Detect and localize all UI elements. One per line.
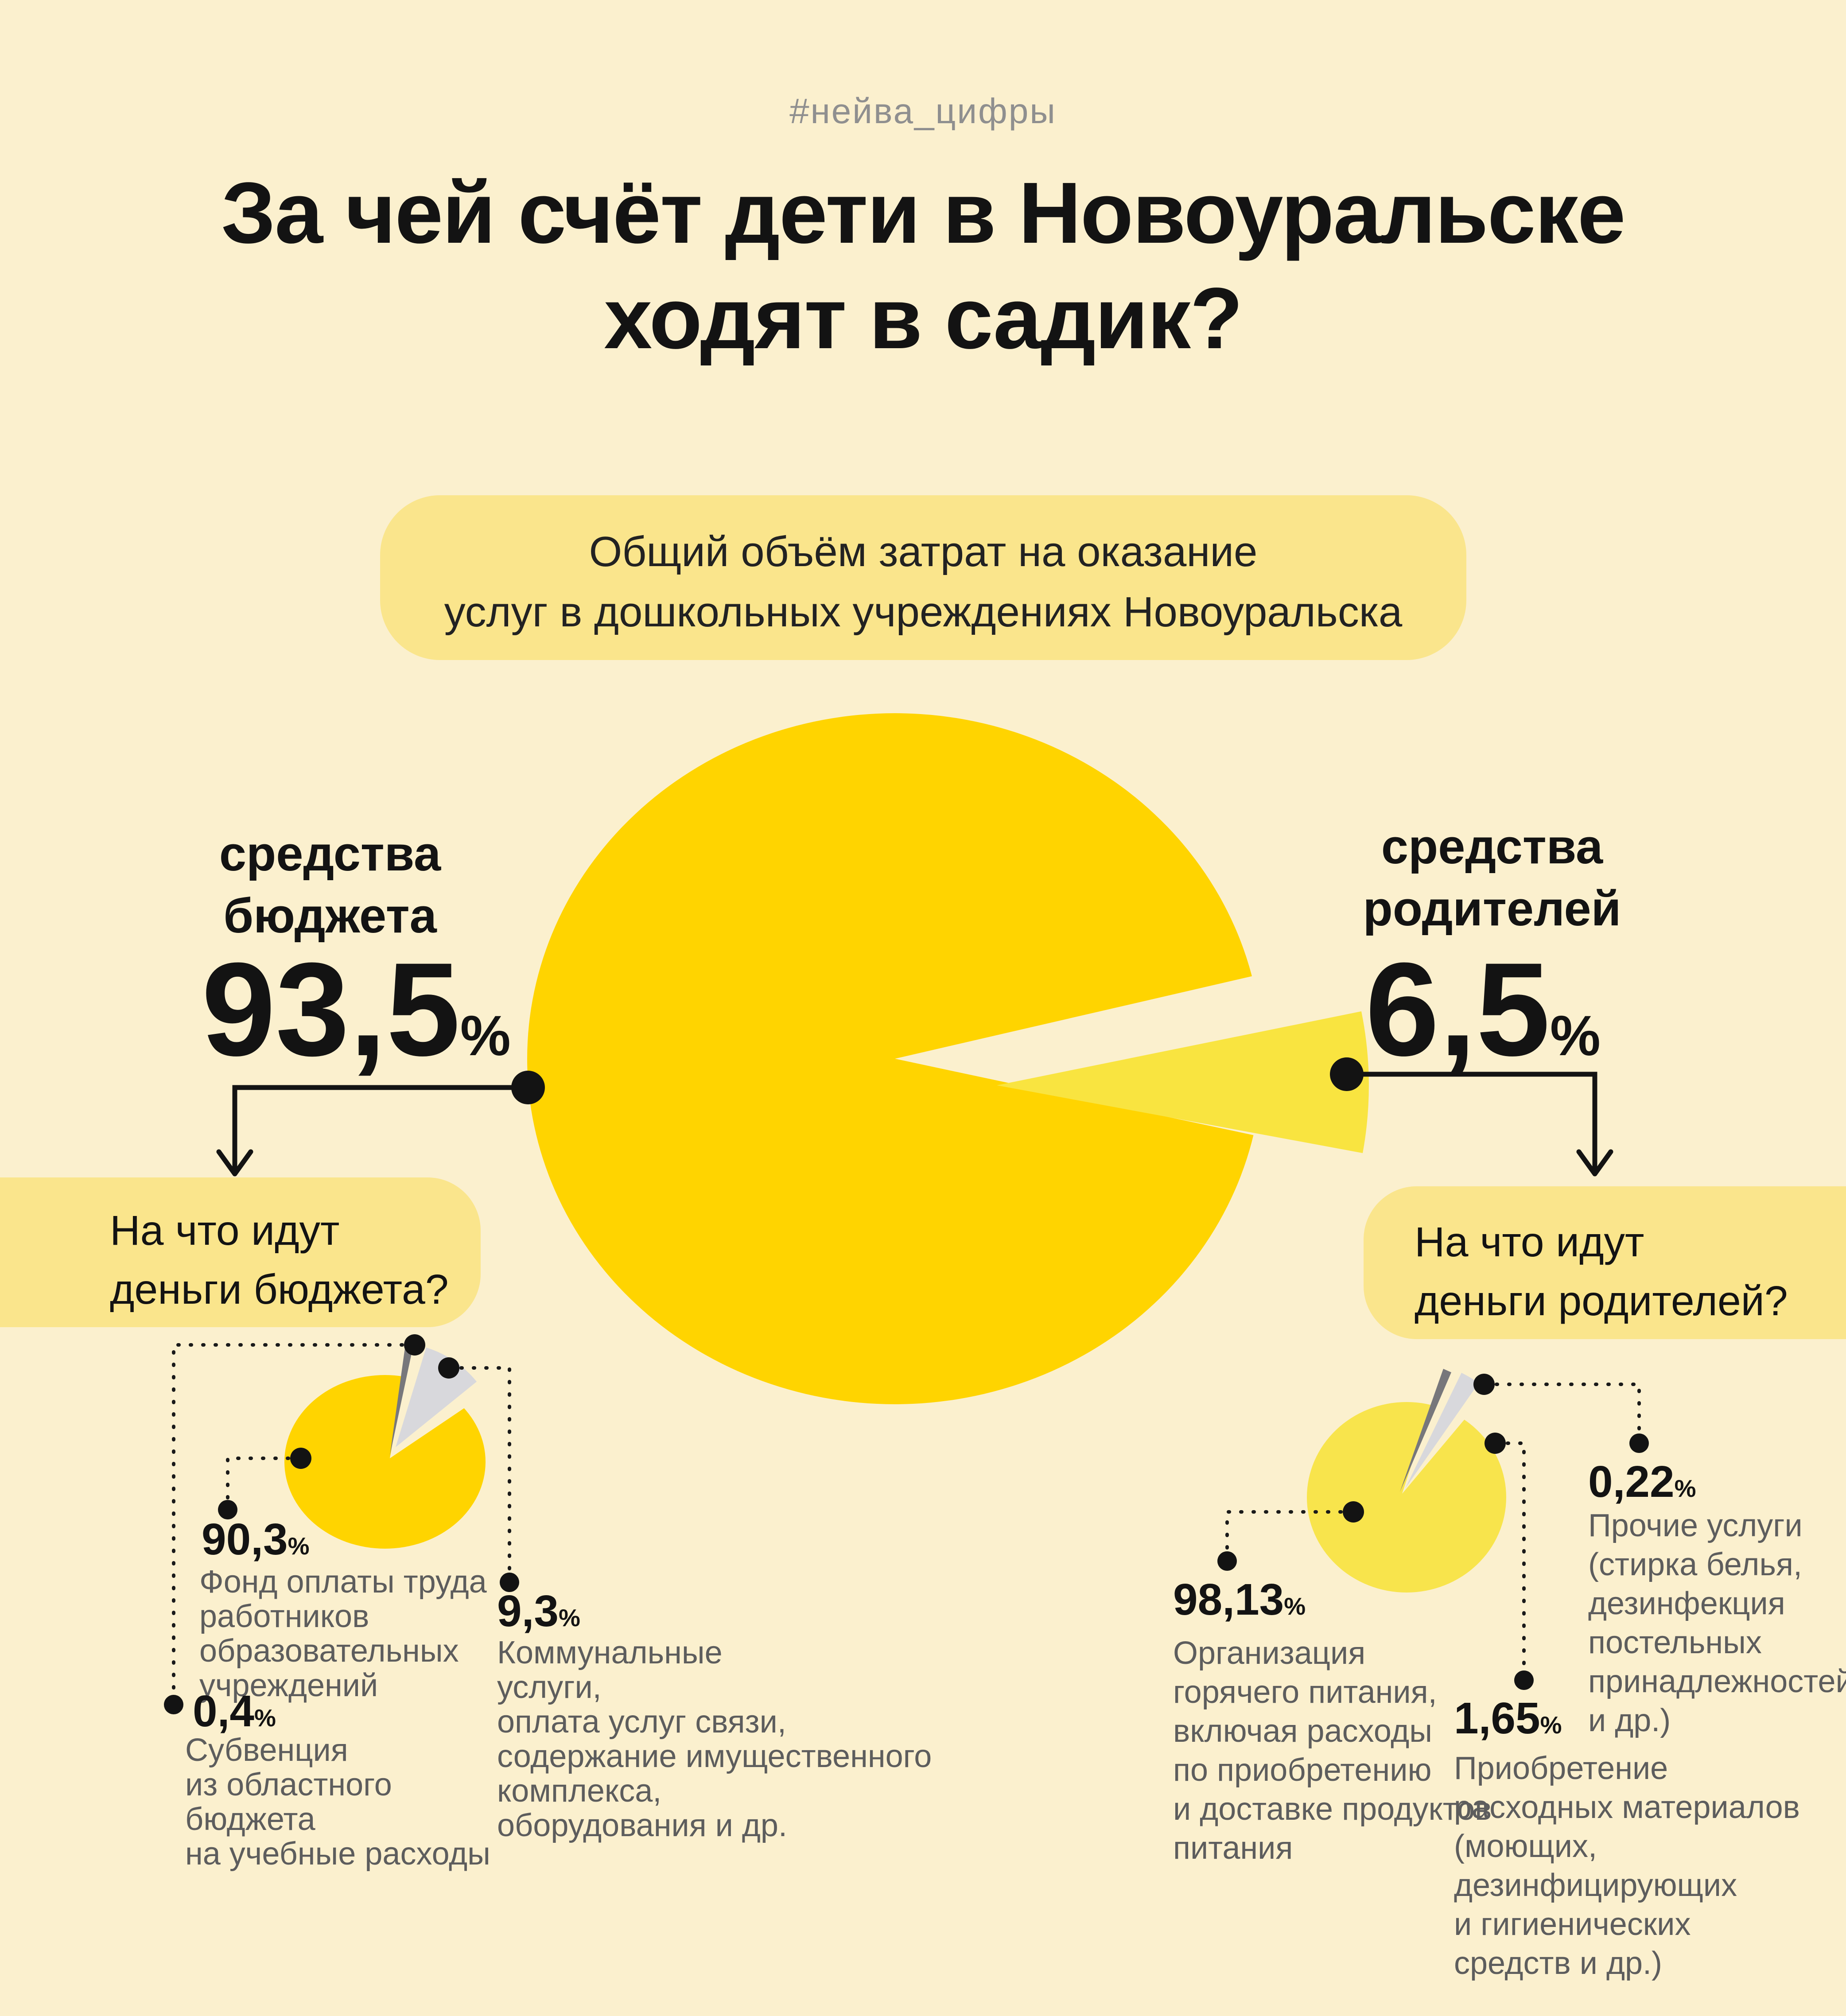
connector-022 [1482,1383,1641,1440]
label-0-4-text: Субвенция из областного бюджета на учебн… [185,1732,490,1872]
dot-04-pie [404,1334,425,1356]
label-0-22: 0,22% [1588,1457,1696,1507]
dot-022-pie [1473,1374,1495,1395]
percent-sign: % [1284,1593,1306,1620]
percent-sign: % [1674,1475,1696,1502]
budget-arrow-icon [216,1149,253,1177]
hashtag: #нейва_цифры [789,91,1057,131]
label-9-3: 9,3% [497,1586,580,1636]
parents-pie-slice-165 [1405,1373,1479,1488]
subtitle: Общий объём затрат на оказание услуг в д… [380,522,1466,642]
subtitle-line-1: Общий объём затрат на оказание [589,528,1258,575]
label-90-3-text: Фонд оплаты труда работников образовател… [199,1564,487,1703]
page-title: За чей счёт дети в Новоуральске ходят в … [0,160,1846,371]
dot-165-label [1514,1670,1534,1690]
budget-callout: На что идут деньги бюджета? [110,1207,449,1313]
dot-022-label [1629,1433,1649,1453]
budget-share-label: средства бюджета [219,827,441,943]
parents-arrow-icon [1576,1149,1613,1177]
dot-93-label [500,1573,519,1592]
budget-callout-box [0,1177,481,1327]
dot-9813-label [1217,1551,1237,1571]
title-line-1: За чей счёт дети в Новоуральске [221,164,1625,261]
label-0-22-text: Прочие услуги (стирка белья, дезинфекция… [1588,1508,1846,1738]
dot-165-pie [1485,1433,1506,1454]
connector-9813 [1225,1510,1355,1558]
label-0-4: 0,4% [193,1686,276,1736]
percent-sign: % [288,1532,310,1560]
parents-pie-slice-022 [1400,1369,1451,1492]
parents-connector-line [1347,1072,1597,1172]
percent-sign: % [1540,1711,1562,1739]
budget-pie-slice-04 [390,1342,414,1456]
dot-04-label [164,1695,183,1714]
budget-connector-line [232,1085,528,1172]
label-1-65: 1,65% [1454,1694,1562,1743]
parents-callout-box [1364,1186,1846,1339]
percent-sign: % [460,1004,511,1068]
dot-903-pie [290,1448,311,1469]
percent-sign: % [1550,1004,1601,1068]
label-1-65-text: Приобретение расходных материалов (моющи… [1454,1751,1800,1981]
main-pie-parents-slice [997,1011,1369,1153]
parents-share-value: 6,5% [1365,935,1601,1084]
connector-903 [226,1457,303,1506]
parents-pie-main-slice [1307,1402,1506,1593]
parents-share-label: средства родителей [1363,820,1621,936]
connector-93 [447,1366,511,1579]
dot-903-label [218,1500,237,1519]
subtitle-line-2: услуг в дошкольных учреждениях Новоураль… [444,588,1403,636]
percent-sign: % [559,1604,580,1631]
label-98-13-text: Организация горячего питания, включая ра… [1173,1635,1492,1866]
parents-callout: На что идут деньги родителей? [1415,1219,1788,1325]
label-9-3-text: Коммунальные услуги, оплата услуг связи,… [497,1635,932,1843]
label-98-13: 98,13% [1173,1575,1306,1624]
subtitle-box [380,495,1466,660]
dot-93-pie [438,1357,459,1379]
percent-sign: % [254,1704,276,1732]
title-line-2: ходят в садик? [604,270,1243,367]
label-90-3: 90,3% [202,1515,310,1564]
budget-share-value: 93,5% [202,935,511,1084]
dot-9813-pie [1343,1501,1364,1523]
